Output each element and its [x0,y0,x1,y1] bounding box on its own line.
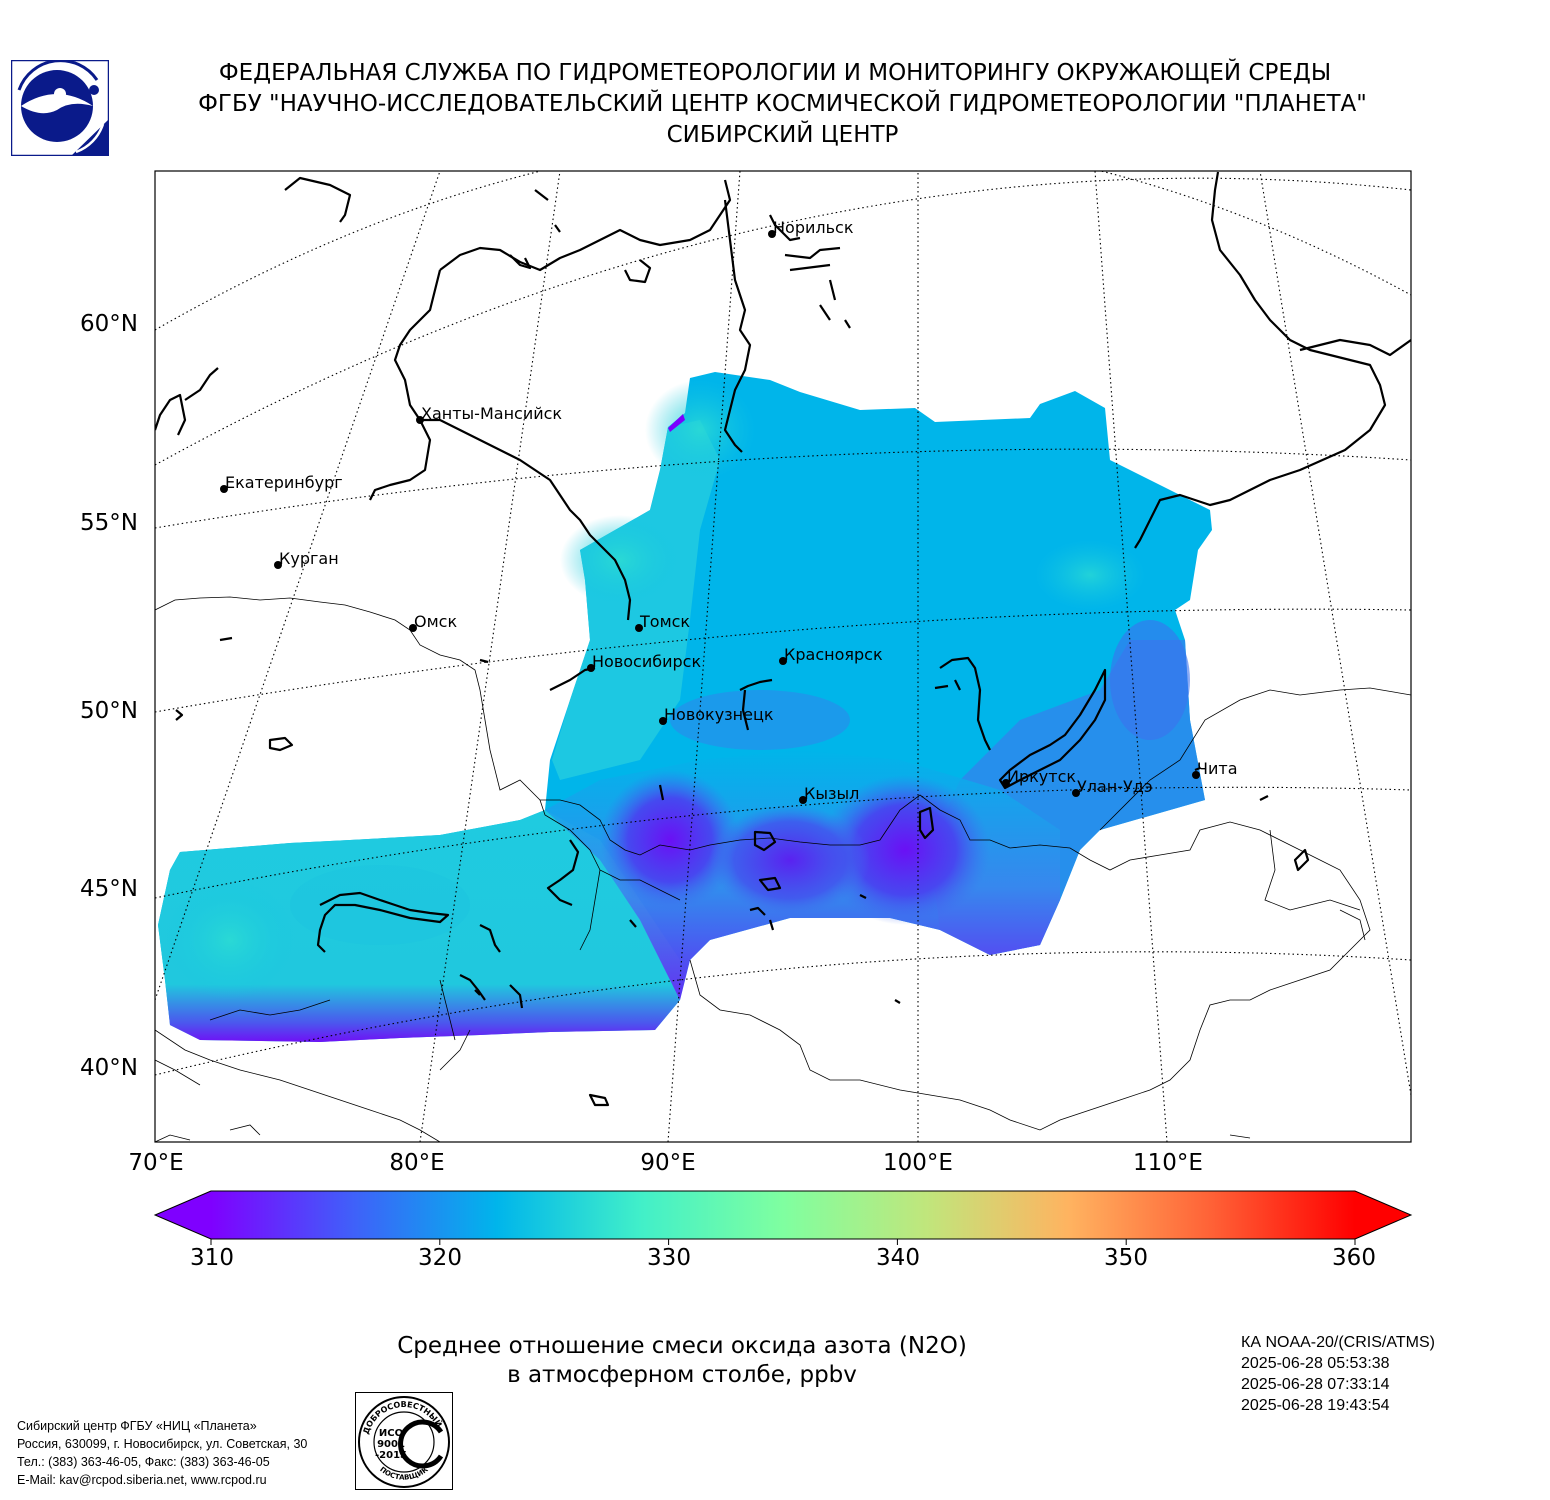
city-dot [1002,779,1010,787]
satellite-time-1: 2025-06-28 05:53:38 [1241,1355,1390,1372]
planeta-logo-icon [11,60,109,156]
city-dot [587,664,595,672]
city-markers: Норильск Ханты-Мансийск Екатеринбург Курган… [220,218,1238,804]
lat-label-50: 50°N [80,698,138,724]
city-dot [416,416,424,424]
colorbar-tick-340: 340 [876,1245,920,1271]
footer-contacts: Сибирский центр ФГБУ «НИЦ «Планета» Росс… [17,1417,307,1489]
colorbar-max-arrow [1355,1191,1411,1239]
header-line-1: ФЕДЕРАЛЬНАЯ СЛУЖБА ПО ГИДРОМЕТЕОРОЛОГИИ … [218,60,1332,86]
satellite-name: КА NOAA-20/(CRIS/ATMS) [1241,1334,1435,1351]
city-label: Томск [639,612,690,631]
lat-label-60: 60°N [80,311,138,337]
city-label: Норильск [773,218,854,237]
city-label: Екатеринбург [225,473,343,492]
city-dot [659,717,667,725]
caption-line-1: Среднее отношение смеси оксида азота (N2… [397,1333,967,1359]
city-label: Чита [1197,759,1238,778]
colorbar-tick-350: 350 [1104,1245,1148,1271]
lon-label-70: 70°E [128,1150,184,1176]
footer-line-1: Сибирский центр ФГБУ «НИЦ «Планета» [17,1419,257,1433]
map-area: Норильск Ханты-Мансийск Екатеринбург Курган… [155,171,1411,1142]
lon-label-110: 110°E [1133,1150,1203,1176]
footer-line-2: Россия, 630099, г. Новосибирск, ул. Сове… [17,1437,308,1451]
header-line-3: СИБИРСКИЙ ЦЕНТР [666,122,899,148]
lon-label-90: 90°E [640,1150,696,1176]
iso-stamp-line-2: 9001 [377,1439,405,1450]
iso-stamp-line-1: ИСО [379,1428,403,1439]
city-dot [1072,789,1080,797]
iso-stamp-line-3: -2015 [375,1450,407,1461]
satellite-time-2: 2025-06-28 07:33:14 [1241,1376,1390,1393]
city-dot [220,485,228,493]
caption-line-2: в атмосферном столбе, ppbv [507,1362,857,1388]
city-label: Иркутск [1007,767,1076,786]
city-dot [274,561,282,569]
city-dot [409,624,417,632]
lat-label-55: 55°N [80,510,138,536]
city-label: Новосибирск [592,652,701,671]
map-frame [154,170,1412,1143]
lon-label-100: 100°E [883,1150,953,1176]
city-label: Омск [414,612,457,631]
colorbar-tick-310: 310 [190,1245,234,1271]
city-label: Ханты-Мансийск [421,404,562,423]
city-dot [1192,771,1200,779]
lon-label-80: 80°E [389,1150,445,1176]
city-label: Новокузнецк [664,705,774,724]
borders [155,596,1411,1142]
header-line-2: ФГБУ "НАУЧНО-ИССЛЕДОВАТЕЛЬСКИЙ ЦЕНТР КОС… [198,91,1367,117]
coastlines-rivers [155,171,1411,1107]
lat-label-40: 40°N [80,1055,138,1081]
colorbar-body [211,1191,1355,1239]
graticule [155,171,1411,1142]
iso-certification-stamp-icon: ДОБРОСОВЕСТНЫЙ ПОСТАВЩИК ИСО 9001 -2015 [355,1392,453,1490]
footer-line-3: Тел.: (383) 363-46-05, Факс: (383) 363-4… [17,1455,270,1469]
city-dot [768,230,776,238]
colorbar-tick-330: 330 [647,1245,691,1271]
footer-line-4: E-Mail: kav@rcpod.siberia.net, www.rcpod… [17,1473,267,1487]
city-label: Кызыл [804,784,859,803]
colorbar [153,1190,1413,1245]
city-dot [799,796,807,804]
city-dot [635,624,643,632]
colorbar-tick-360: 360 [1332,1245,1376,1271]
satellite-time-3: 2025-06-28 19:43:54 [1241,1397,1390,1414]
city-dot [779,657,787,665]
colorbar-tick-320: 320 [418,1245,462,1271]
colorbar-min-arrow [155,1191,211,1239]
city-label: Красноярск [784,645,883,664]
lat-label-45: 45°N [80,876,138,902]
city-label: Улан-Удэ [1077,777,1153,796]
city-label: Курган [279,549,339,568]
